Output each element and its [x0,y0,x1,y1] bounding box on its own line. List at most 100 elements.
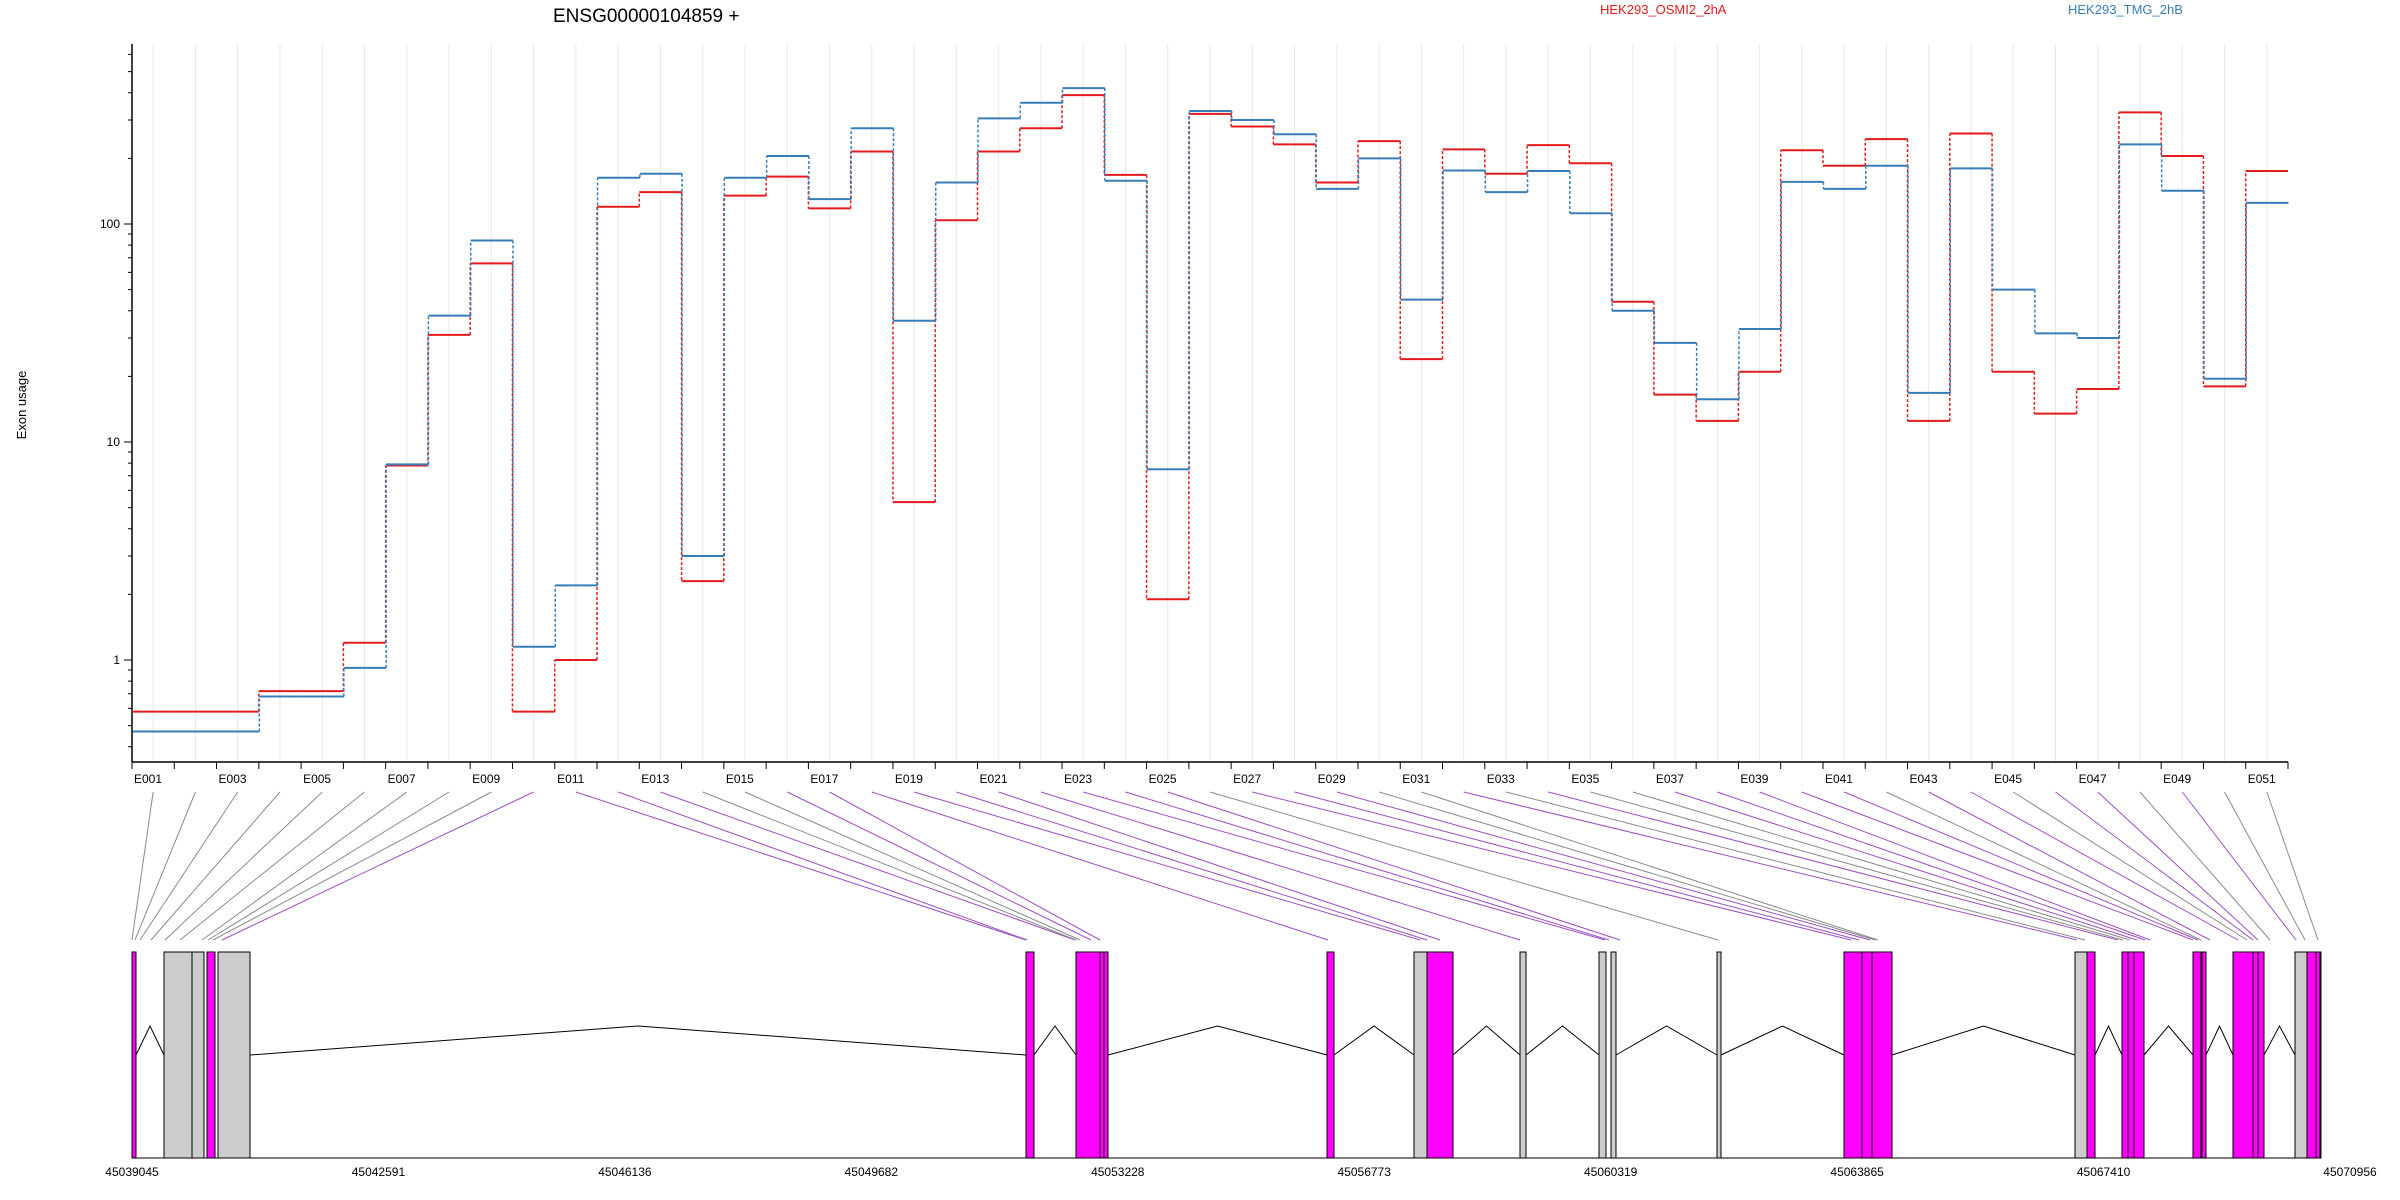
coordinate-label: 45056773 [1338,1165,1392,1179]
x-tick-label: E027 [1233,772,1261,786]
exon-connector-E018 [871,791,1329,941]
chart-title: ENSG00000104859 + [553,6,739,27]
x-tick-label: E013 [641,772,669,786]
x-tick-label: E037 [1656,772,1684,786]
intron-line [249,1025,1027,1056]
x-tick-label: E001 [134,772,162,786]
exon-connector-E032 [1463,791,2078,941]
intron-line [1452,1025,1521,1056]
exon-connector-E046 [2055,791,2254,941]
exon-connector-E048 [2139,791,2271,941]
exon-connector-E036 [1632,791,2131,941]
exon-block [2121,951,2129,1159]
exon-block [206,951,216,1159]
exon-connector-E004 [150,791,281,941]
grid-layer [152,44,2268,762]
coordinate-label: 45070956 [2323,1165,2377,1179]
x-tick-label: E049 [2163,772,2191,786]
intron-line [1891,1025,2076,1056]
exon-block [1025,951,1035,1159]
exon-block [1413,951,1428,1159]
y-tick-label: 10 [107,435,121,449]
exon-connector-E014 [702,791,1077,941]
exon-connector-E001 [131,791,154,941]
x-tick-label: E031 [1402,772,1430,786]
exon-connector-E049 [2181,791,2297,941]
exon-block [1610,951,1617,1159]
exon-connector-E008 [207,791,450,941]
x-tick-label: E007 [388,772,416,786]
x-tick-label: E029 [1318,772,1346,786]
exon-connector-E024 [1125,791,1610,941]
exon-block [2074,951,2088,1159]
exon-block [2201,951,2207,1159]
axis-layer: 1 10 100 E001 E003 E005 E007 E009 E011 E013 E015 E0… [100,44,2289,786]
intron-line [1333,1025,1415,1056]
exon-connector-E006 [179,791,365,941]
exon-connector-E042 [1886,791,2202,941]
exon-connector-E030 [1378,791,1876,941]
text-layer: ENSG00000104859 + HEK293_OSMI2_2hA HEK29… [14,2,2183,439]
coordinate-label: 45053228 [1091,1165,1145,1179]
exon-connector-E019 [913,791,1421,941]
exon-connector-E012 [617,791,1028,941]
coordinate-label: 45067410 [2077,1165,2131,1179]
exon-connector-E016 [787,791,1092,941]
exon-connector-E037 [1674,791,2138,941]
exon-connector-E044 [1970,791,2239,941]
exon-connector-E031 [1421,791,1879,941]
intron-line [2094,1024,2123,1056]
x-tick-label: E021 [979,772,1007,786]
exon-connector-E035 [1590,791,2124,941]
exon-connector-E041 [1843,791,2199,941]
x-tick-label: E047 [2079,772,2107,786]
exon-connector-E028 [1294,791,1860,941]
intron-line [2143,1025,2194,1056]
gene-model: 45039045 45042591 45046136 45049682 45053228… [105,951,2377,1179]
exon-connector-E015 [744,791,1081,941]
exon-connector-E011 [575,791,1027,941]
exon-connector-E020 [956,791,1428,941]
exon-block [1598,951,1607,1159]
exon-connector-E005 [164,791,323,941]
exon-connector-E022 [1040,791,1521,941]
exon-block [1843,951,1863,1159]
exon-connector-E023 [1083,791,1606,941]
intron-line [1107,1025,1328,1056]
legend-series-1-label: HEK293_OSMI2_2hA [1600,2,1727,17]
exon-connector-E017 [829,791,1101,941]
x-tick-label: E017 [810,772,838,786]
exon-connector-E033 [1505,791,2086,941]
exon-block [1426,951,1454,1159]
intron-line [1033,1025,1077,1056]
coordinate-label: 45049682 [845,1165,899,1179]
exon-connector-E029 [1336,791,1871,941]
legend-series-2-label: HEK293_TMG_2hB [2068,2,2183,17]
exon-block [2232,951,2254,1159]
exon-connector-E003 [139,791,239,941]
coordinate-label: 45063865 [1830,1165,1884,1179]
x-tick-label: E025 [1149,772,1177,786]
exon-connector-E025 [1167,791,1621,941]
exon-block [1326,951,1335,1159]
x-tick-label: E011 [557,772,584,786]
x-tick-label: E023 [1064,772,1092,786]
series-2 [132,87,2289,733]
exon-connector-E021 [998,791,1441,941]
exon-connector-E034 [1548,791,2119,941]
exon-block [2252,951,2259,1159]
x-tick-label: E033 [1487,772,1515,786]
x-tick-label: E043 [1910,772,1938,786]
exon-connector-E002 [134,791,196,941]
exon-block [1871,951,1893,1159]
exon-connector-E013 [660,791,1076,941]
exon-connector-E050 [2224,791,2306,941]
exon-connector-E043 [1928,791,2211,941]
x-tick-label: E035 [1571,772,1599,786]
exon-block [191,951,205,1159]
intron-line [1525,1025,1600,1056]
x-tick-label: E015 [726,772,754,786]
exon-block [1519,951,1527,1159]
exon-block [2127,951,2135,1159]
